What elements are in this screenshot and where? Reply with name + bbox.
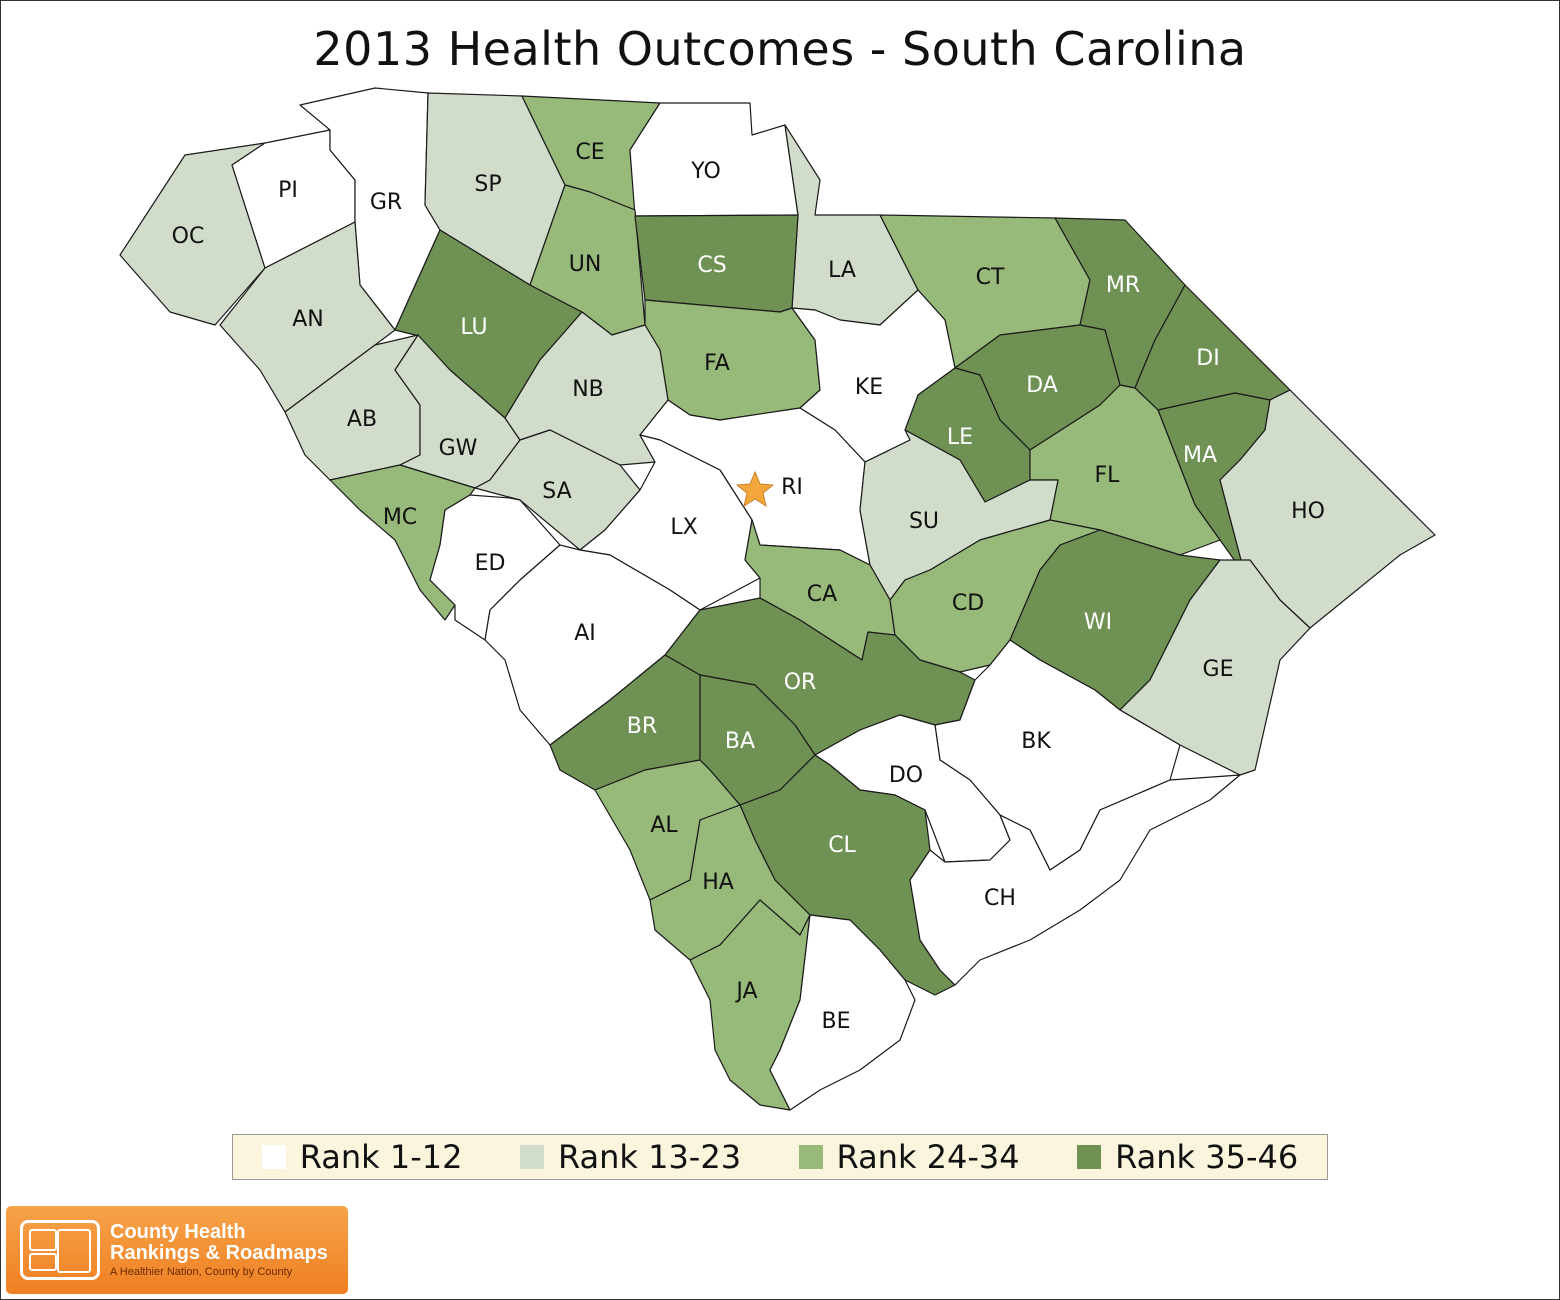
county-label-fl: FL <box>1095 463 1121 488</box>
county-label-lu: LU <box>460 315 487 340</box>
county-ge[interactable] <box>1119 559 1311 776</box>
county-health-rankings-logo[interactable]: County Health Rankings & Roadmaps A Heal… <box>6 1206 348 1294</box>
county-label-bk: BK <box>1021 729 1051 754</box>
legend-label: Rank 13-23 <box>557 1138 742 1176</box>
county-label-oc: OC <box>172 224 205 249</box>
county-label-an: AN <box>292 307 324 332</box>
county-label-al: AL <box>650 813 678 838</box>
county-label-la: LA <box>828 258 856 283</box>
county-label-sp: SP <box>474 172 501 197</box>
county-label-ge: GE <box>1203 657 1234 682</box>
legend-swatch <box>261 1145 286 1169</box>
county-label-ho: HO <box>1291 499 1325 524</box>
logo-icon <box>20 1220 100 1280</box>
legend-item-rank-13-23: Rank 13-23 <box>519 1138 742 1176</box>
county-label-gw: GW <box>439 436 478 461</box>
county-label-le: LE <box>947 425 973 450</box>
county-label-ed: ED <box>475 551 506 576</box>
county-label-mr: MR <box>1106 273 1140 298</box>
county-label-ke: KE <box>855 375 883 400</box>
county-label-ri: RI <box>781 475 803 500</box>
legend-item-rank-24-34: Rank 24-34 <box>798 1138 1020 1176</box>
county-label-ce: CE <box>575 140 604 165</box>
logo-line-1: County Health <box>110 1220 246 1243</box>
county-label-sa: SA <box>542 479 571 504</box>
legend-swatch <box>798 1145 823 1169</box>
county-label-cd: CD <box>952 591 984 616</box>
legend-swatch <box>519 1145 544 1169</box>
legend-label: Rank 24-34 <box>836 1138 1020 1176</box>
logo-line-2: Rankings & Roadmaps <box>110 1241 328 1264</box>
county-label-lx: LX <box>670 515 697 540</box>
county-label-un: UN <box>569 252 602 277</box>
county-label-ja: JA <box>734 979 757 1004</box>
county-label-ba: BA <box>725 729 755 754</box>
legend-label: Rank 1-12 <box>299 1138 463 1176</box>
county-label-ai: AI <box>574 621 596 646</box>
county-label-ha: HA <box>702 870 734 895</box>
legend: Rank 1-12 Rank 13-23 Rank 24-34 Rank 35-… <box>232 1134 1328 1180</box>
county-label-yo: YO <box>690 159 721 184</box>
county-label-or: OR <box>784 670 817 695</box>
logo-tagline: A Healthier Nation, County by County <box>110 1265 293 1278</box>
legend-item-rank-1-12: Rank 1-12 <box>261 1138 463 1176</box>
county-be[interactable] <box>769 914 916 1111</box>
county-label-wi: WI <box>1084 610 1112 635</box>
county-label-cs: CS <box>697 253 726 278</box>
county-label-cl: CL <box>828 833 856 858</box>
legend-label: Rank 35-46 <box>1115 1138 1299 1176</box>
legend-swatch <box>1077 1145 1102 1169</box>
county-label-nb: NB <box>572 377 604 402</box>
county-ai[interactable] <box>484 544 701 746</box>
county-label-su: SU <box>909 509 939 534</box>
county-label-ch: CH <box>984 886 1016 911</box>
county-label-mc: MC <box>383 505 417 530</box>
county-sa[interactable] <box>474 429 641 551</box>
county-label-di: DI <box>1196 346 1219 371</box>
county-label-br: BR <box>627 714 657 739</box>
county-label-be: BE <box>822 1009 851 1034</box>
county-label-pi: PI <box>278 178 298 203</box>
county-label-fa: FA <box>704 351 730 376</box>
map-title: 2013 Health Outcomes - South Carolina <box>313 22 1247 76</box>
legend-item-rank-35-46: Rank 35-46 <box>1077 1138 1298 1176</box>
county-label-ab: AB <box>347 407 377 432</box>
county-label-da: DA <box>1026 373 1058 398</box>
county-ch[interactable] <box>909 774 1241 986</box>
county-label-ct: CT <box>976 265 1005 290</box>
county-label-ma: MA <box>1183 443 1217 468</box>
star-icon <box>735 470 775 508</box>
county-label-gr: GR <box>370 190 402 215</box>
county-label-do: DO <box>889 763 923 788</box>
logo-text: County Health Rankings & Roadmaps A Heal… <box>110 1220 328 1279</box>
county-label-ca: CA <box>807 582 837 607</box>
